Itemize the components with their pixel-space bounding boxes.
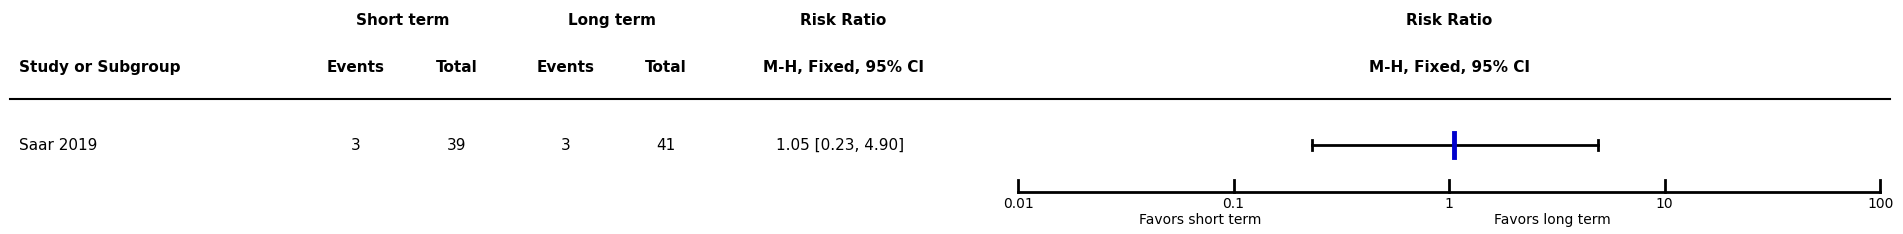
Text: 0.01: 0.01: [1003, 197, 1033, 211]
Text: Favors long term: Favors long term: [1494, 213, 1610, 227]
Text: Short term: Short term: [356, 13, 449, 28]
Text: Risk Ratio: Risk Ratio: [799, 13, 887, 28]
Text: 0.1: 0.1: [1222, 197, 1245, 211]
Text: Long term: Long term: [567, 13, 657, 28]
Text: Events: Events: [327, 60, 384, 75]
Text: Total: Total: [645, 60, 687, 75]
Text: Saar 2019: Saar 2019: [19, 138, 97, 153]
Text: 3: 3: [350, 138, 362, 153]
Text: M-H, Fixed, 95% CI: M-H, Fixed, 95% CI: [1368, 60, 1530, 75]
Text: 10: 10: [1656, 197, 1673, 211]
Text: Risk Ratio: Risk Ratio: [1406, 13, 1492, 28]
Text: 3: 3: [559, 138, 571, 153]
Text: Favors short term: Favors short term: [1140, 213, 1262, 227]
Text: Events: Events: [537, 60, 594, 75]
Text: 100: 100: [1867, 197, 1893, 211]
Text: Total: Total: [436, 60, 478, 75]
Text: M-H, Fixed, 95% CI: M-H, Fixed, 95% CI: [763, 60, 923, 75]
Text: 1: 1: [1444, 197, 1454, 211]
Text: Study or Subgroup: Study or Subgroup: [19, 60, 181, 75]
Text: 41: 41: [657, 138, 676, 153]
Text: 39: 39: [447, 138, 466, 153]
Text: 1.05 [0.23, 4.90]: 1.05 [0.23, 4.90]: [776, 138, 904, 153]
